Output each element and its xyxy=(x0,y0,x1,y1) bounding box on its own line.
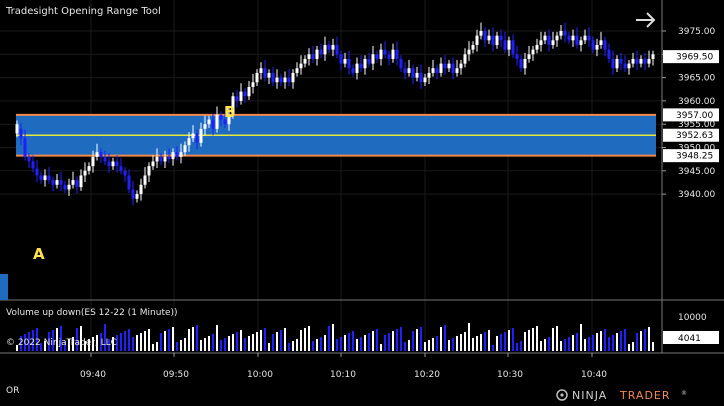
price-axis-markers: 3969.50 3957.00 3952.63 3948.25 xyxy=(663,50,719,163)
price-candles xyxy=(15,22,655,206)
time-tick-label: 09:50 xyxy=(163,370,189,380)
price-marker: 3969.50 xyxy=(663,50,719,64)
annotation-b: B xyxy=(224,103,235,121)
price-tick-label: 3940.00 xyxy=(678,190,715,200)
volume-axis-marker: 4041 xyxy=(663,331,719,344)
time-axis-ticks: 09:40 09:50 10:00 10:10 10:20 10:30 10:40 xyxy=(80,353,607,380)
right-arrow-icon[interactable] xyxy=(632,10,660,30)
window-title: Tradesight Opening Range Tool xyxy=(6,6,161,17)
price-marker: 3952.63 xyxy=(663,128,719,142)
price-tick-label: 3945.00 xyxy=(678,167,715,177)
price-tick-label: 3965.00 xyxy=(678,74,715,84)
volume-panel-title: Volume up down(ES 12-22 (1 Minute)) xyxy=(6,308,178,318)
svg-text:3957.00: 3957.00 xyxy=(676,111,713,121)
price-marker: 3957.00 xyxy=(663,108,719,122)
svg-text:NINJA: NINJA xyxy=(572,389,607,402)
price-tick-label: 3950.00 xyxy=(678,144,715,154)
svg-text:3952.63: 3952.63 xyxy=(676,131,713,141)
svg-text:4041: 4041 xyxy=(678,334,701,344)
time-tick-label: 10:10 xyxy=(330,370,356,380)
copyright-text: © 2022 NinjaTrader, LLC xyxy=(6,338,117,348)
time-tick-label: 10:40 xyxy=(581,370,607,380)
left-edge-indicator xyxy=(0,274,8,300)
volume-axis-tick: 10000 xyxy=(678,313,707,323)
svg-text:3948.25: 3948.25 xyxy=(676,152,713,162)
price-marker: 3948.25 xyxy=(663,149,719,163)
svg-text:3969.50: 3969.50 xyxy=(676,53,713,63)
time-tick-label: 09:40 xyxy=(80,370,106,380)
bottom-left-label: OR xyxy=(6,386,20,396)
svg-text:TRADER: TRADER xyxy=(619,389,671,402)
price-tick-label: 3960.00 xyxy=(678,97,715,107)
price-tick-label: 3955.00 xyxy=(678,120,715,130)
annotation-a: A xyxy=(33,245,45,263)
volume-bars xyxy=(16,323,654,351)
price-tick-label: 3975.00 xyxy=(678,27,715,37)
time-tick-label: 10:20 xyxy=(414,370,440,380)
svg-text:®: ® xyxy=(681,390,687,397)
ninjatrader-logo: NINJA TRADER ® xyxy=(556,387,722,402)
time-tick-label: 10:30 xyxy=(497,370,523,380)
time-tick-label: 10:00 xyxy=(247,370,273,380)
